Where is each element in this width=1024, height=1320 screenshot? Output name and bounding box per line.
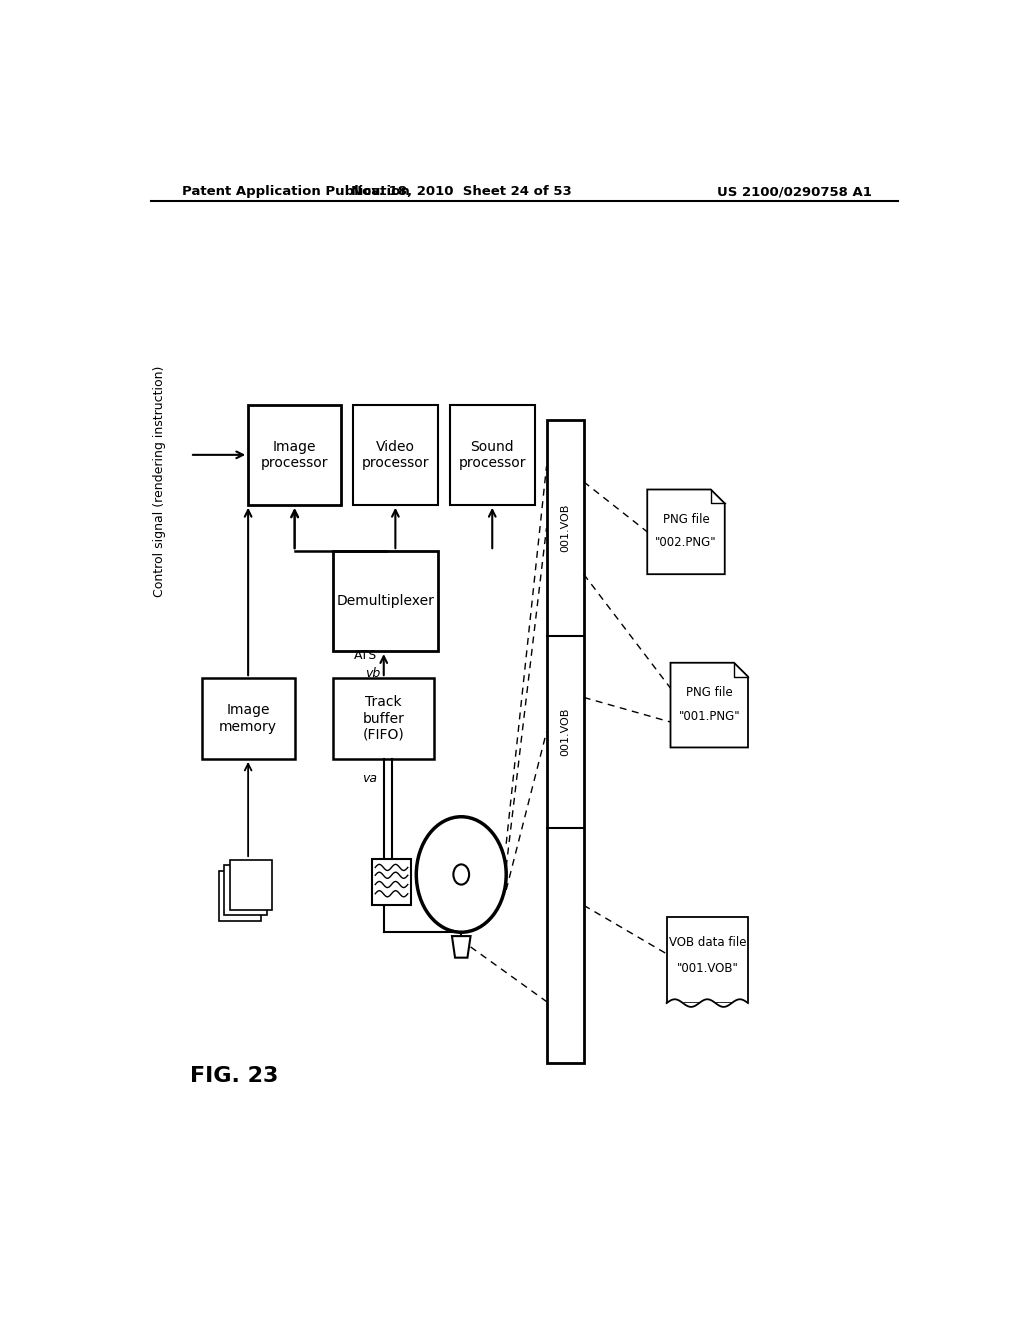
Text: VOB data file: VOB data file — [669, 936, 746, 949]
Polygon shape — [671, 663, 748, 747]
Bar — [224, 866, 266, 915]
Text: PNG file: PNG file — [686, 686, 732, 698]
Bar — [547, 420, 584, 1063]
Ellipse shape — [454, 865, 469, 884]
Text: Sound
processor: Sound processor — [459, 440, 526, 470]
Ellipse shape — [417, 817, 506, 932]
Text: Video
processor: Video processor — [361, 440, 429, 470]
Text: 001.VOB: 001.VOB — [560, 708, 570, 756]
Bar — [667, 917, 748, 1003]
Bar — [219, 871, 261, 921]
Bar — [202, 678, 295, 759]
Bar — [229, 859, 272, 909]
Bar — [334, 552, 438, 651]
Bar — [248, 405, 341, 506]
Text: Control signal (rendering instruction): Control signal (rendering instruction) — [153, 366, 166, 598]
Text: 001.VOB: 001.VOB — [560, 504, 570, 552]
Bar — [372, 859, 411, 906]
Polygon shape — [647, 490, 725, 574]
Bar — [352, 405, 438, 506]
Text: "002.PNG": "002.PNG" — [655, 536, 717, 549]
Text: ATS: ATS — [354, 649, 378, 661]
Text: Patent Application Publication: Patent Application Publication — [182, 185, 410, 198]
Text: "001.PNG": "001.PNG" — [679, 710, 740, 722]
Text: Image
processor: Image processor — [261, 440, 329, 470]
Text: US 2100/0290758 A1: US 2100/0290758 A1 — [717, 185, 872, 198]
Text: PNG file: PNG file — [663, 512, 710, 525]
Text: Track
buffer
(FIFO): Track buffer (FIFO) — [362, 696, 404, 742]
Text: FIG. 23: FIG. 23 — [190, 1067, 279, 1086]
Text: Nov. 18, 2010  Sheet 24 of 53: Nov. 18, 2010 Sheet 24 of 53 — [351, 185, 571, 198]
Bar — [450, 405, 535, 506]
Text: vb: vb — [365, 668, 380, 680]
Text: Image
memory: Image memory — [219, 704, 278, 734]
Text: "001.VOB": "001.VOB" — [677, 962, 738, 975]
Text: va: va — [362, 772, 378, 785]
Polygon shape — [452, 936, 471, 958]
Bar — [334, 678, 434, 759]
Text: Demultiplexer: Demultiplexer — [337, 594, 434, 609]
